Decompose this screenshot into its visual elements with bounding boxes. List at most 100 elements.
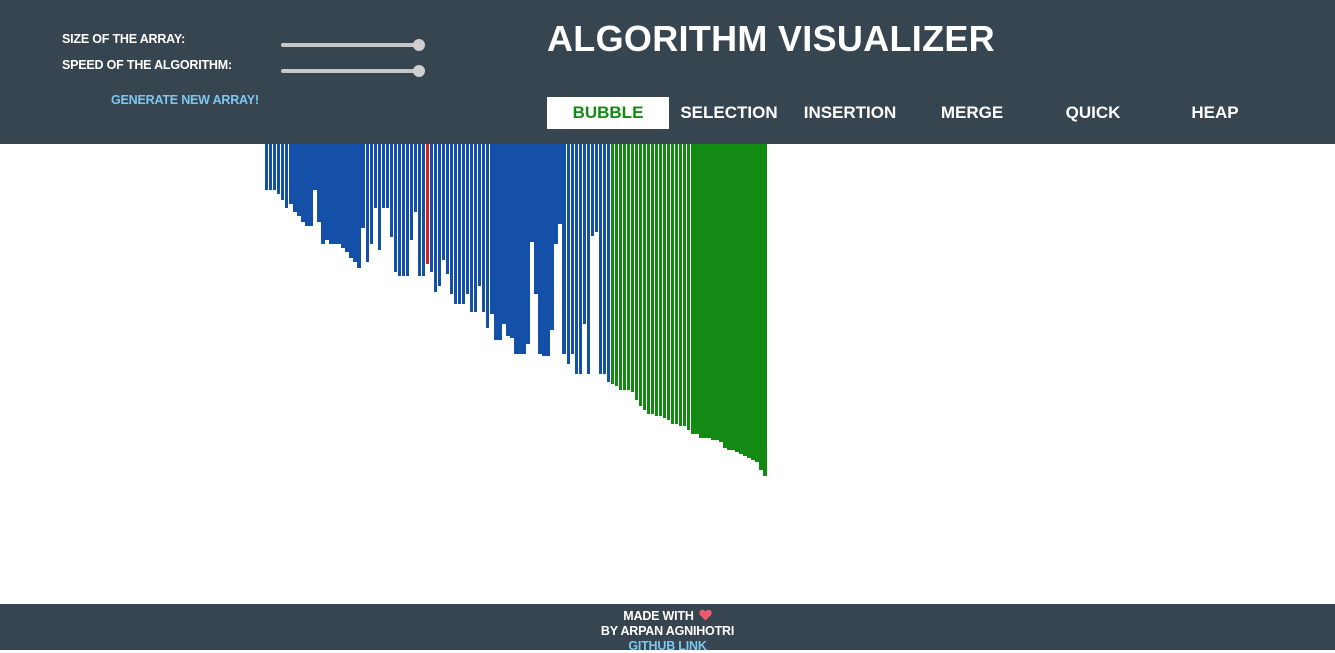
array-size-label: SIZE OF THE ARRAY: — [62, 32, 186, 46]
array-bar — [349, 144, 353, 258]
merge-sort-button[interactable]: MERGE — [940, 103, 1004, 122]
header-bar: SIZE OF THE ARRAY: SPEED OF THE ALGORITH… — [0, 0, 1335, 144]
speed-slider-thumb[interactable] — [413, 65, 425, 77]
array-bar — [389, 144, 393, 237]
array-bar — [482, 144, 486, 312]
github-link[interactable]: GITHUB LINK — [628, 639, 707, 653]
array-bar — [277, 144, 281, 194]
array-bar — [457, 144, 462, 304]
array-bar — [329, 144, 333, 244]
array-bar — [297, 144, 301, 216]
array-bar — [679, 144, 683, 426]
array-bar — [638, 144, 643, 406]
array-size-slider[interactable] — [281, 39, 425, 51]
selection-sort-button[interactable]: SELECTION — [680, 103, 778, 122]
array-bar — [703, 144, 707, 438]
array-bar — [566, 144, 570, 364]
array-bar — [731, 144, 735, 450]
author-credit: BY ARPAN AGNIHOTRI — [600, 624, 735, 638]
array-bar — [361, 144, 365, 228]
array-bar — [630, 144, 635, 392]
array-bar — [441, 144, 446, 260]
array-bar — [397, 144, 402, 276]
array-bar — [289, 144, 293, 204]
array-bar — [365, 144, 369, 262]
array-bar — [683, 144, 687, 426]
array-bar — [437, 144, 442, 286]
array-bar — [345, 144, 349, 252]
array-bar — [695, 144, 699, 434]
array-bar — [353, 144, 357, 262]
array-bar — [747, 144, 751, 458]
made-with-line: MADE WITH — [0, 609, 1335, 624]
array-bar — [514, 144, 518, 354]
array-bar — [634, 144, 639, 400]
array-bar — [667, 144, 671, 420]
array-bar — [333, 144, 337, 244]
array-bar — [723, 144, 727, 448]
array-bar — [498, 144, 502, 340]
array-bar — [409, 144, 414, 240]
array-bar — [626, 144, 631, 390]
array-bar — [562, 144, 566, 354]
footer: MADE WITH BY ARPAN AGNIHOTRI GITHUB LINK — [0, 604, 1335, 653]
speed-slider[interactable] — [281, 65, 425, 77]
array-bar — [449, 144, 454, 294]
array-bar — [453, 144, 458, 304]
bubble-sort-button[interactable]: BUBBLE — [547, 97, 669, 129]
array-bar — [719, 144, 723, 442]
array-bar — [413, 144, 418, 212]
quick-sort-button[interactable]: QUICK — [1065, 103, 1121, 122]
heap-sort-button[interactable]: HEAP — [1191, 103, 1239, 122]
array-bar — [538, 144, 542, 354]
array-bar — [594, 144, 599, 232]
array-bar — [739, 144, 743, 454]
array-bar — [542, 144, 546, 356]
array-bar — [269, 144, 273, 190]
array-bar — [763, 144, 767, 476]
array-bar — [654, 144, 659, 416]
array-bar — [546, 144, 550, 356]
array-size-slider-track[interactable] — [281, 43, 419, 47]
array-bar — [478, 144, 482, 286]
array-bar — [273, 144, 277, 190]
array-bar — [502, 144, 506, 324]
array-bar — [281, 144, 285, 200]
page-title: ALGORITHM VISUALIZER — [547, 18, 995, 59]
array-bar — [578, 144, 582, 374]
array-bar — [357, 144, 361, 268]
array-bar — [751, 144, 755, 460]
array-bar — [618, 144, 623, 390]
insertion-sort-button[interactable]: INSERTION — [803, 103, 897, 122]
generate-new-array-button[interactable]: GENERATE NEW ARRAY! — [111, 93, 259, 107]
array-bar — [321, 144, 325, 244]
array-bar — [461, 144, 466, 304]
array-bar — [377, 144, 381, 250]
array-bar — [606, 144, 611, 382]
array-bar — [743, 144, 747, 456]
array-bar — [506, 144, 510, 336]
array-bar — [293, 144, 297, 212]
array-bar — [381, 144, 385, 208]
array-bar — [671, 144, 675, 424]
made-with-text: MADE WITH — [623, 609, 694, 623]
array-bar — [755, 144, 759, 462]
array-bar — [522, 144, 526, 354]
array-bar — [470, 144, 474, 312]
array-bar — [518, 144, 522, 354]
array-bar — [341, 144, 345, 248]
array-bar — [622, 144, 627, 390]
array-bar — [602, 144, 607, 374]
array-bar — [373, 144, 377, 208]
array-size-slider-thumb[interactable] — [413, 39, 425, 51]
speed-slider-track[interactable] — [281, 69, 419, 73]
array-bar — [301, 144, 305, 222]
array-bar — [534, 144, 538, 294]
array-bar — [526, 144, 530, 344]
array-bar — [707, 144, 711, 438]
array-bar — [425, 144, 430, 264]
array-bar — [558, 144, 562, 224]
array-bar — [598, 144, 603, 374]
array-bar — [429, 144, 434, 272]
array-bar — [574, 144, 578, 374]
